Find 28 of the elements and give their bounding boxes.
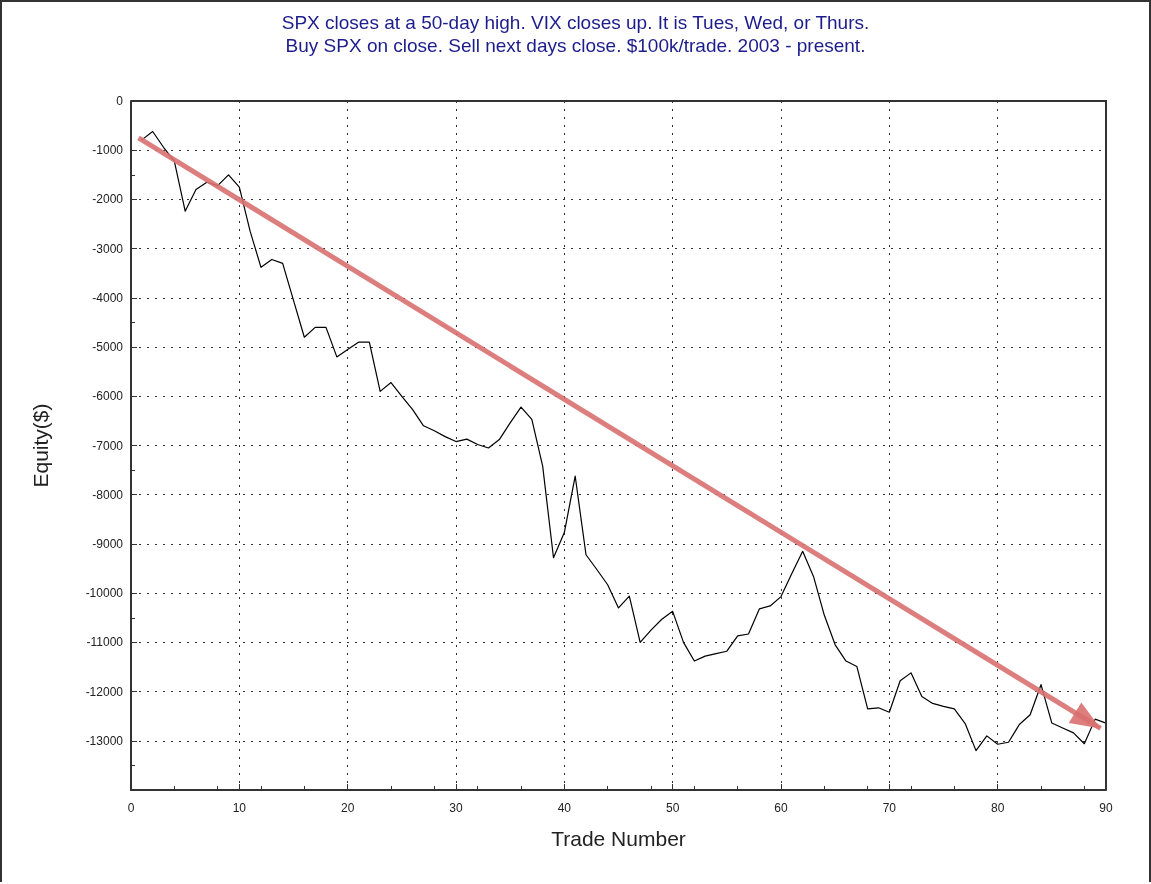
x-tick-label: 70: [882, 801, 897, 815]
y-tick-label: 0: [116, 94, 124, 108]
y-tick-label: -12000: [85, 684, 124, 699]
y-tick-label: -8000: [92, 487, 124, 502]
y-tick-label: -11000: [86, 635, 124, 650]
x-tick-label: 60: [774, 801, 788, 815]
chart-subtitle: Buy SPX on close. Sell next days close. $100k/trade. 2003 - present.: [285, 35, 866, 56]
x-tick-label: 40: [557, 801, 572, 815]
x-tick-label: 80: [990, 801, 1005, 815]
y-tick-label: -5000: [92, 340, 124, 355]
y-tick-label: -6000: [92, 389, 124, 404]
x-tick-label: 30: [449, 801, 463, 815]
y-tick-label: -4000: [92, 290, 124, 305]
y-tick-label: -10000: [85, 586, 124, 601]
x-tick-label: 20: [340, 801, 355, 815]
y-axis-title: Equity($): [29, 403, 52, 488]
y-tick-label: -13000: [85, 733, 124, 748]
x-tick-label: 50: [665, 801, 680, 815]
y-tick-label: -2000: [92, 192, 124, 207]
x-axis-title: Trade Number: [551, 827, 686, 850]
x-tick-label: 10: [232, 801, 247, 815]
y-tick-label: -1000: [92, 143, 124, 158]
y-tick-label: -9000: [92, 536, 124, 551]
y-tick-label: -3000: [92, 241, 124, 256]
chart-title: SPX closes at a 50-day high. VIX closes up. It is Tues, Wed, or Thurs.: [281, 12, 870, 33]
x-tick-label: 90: [1099, 801, 1113, 815]
x-tick-label: 0: [127, 801, 135, 815]
y-tick-label: -7000: [92, 438, 124, 453]
